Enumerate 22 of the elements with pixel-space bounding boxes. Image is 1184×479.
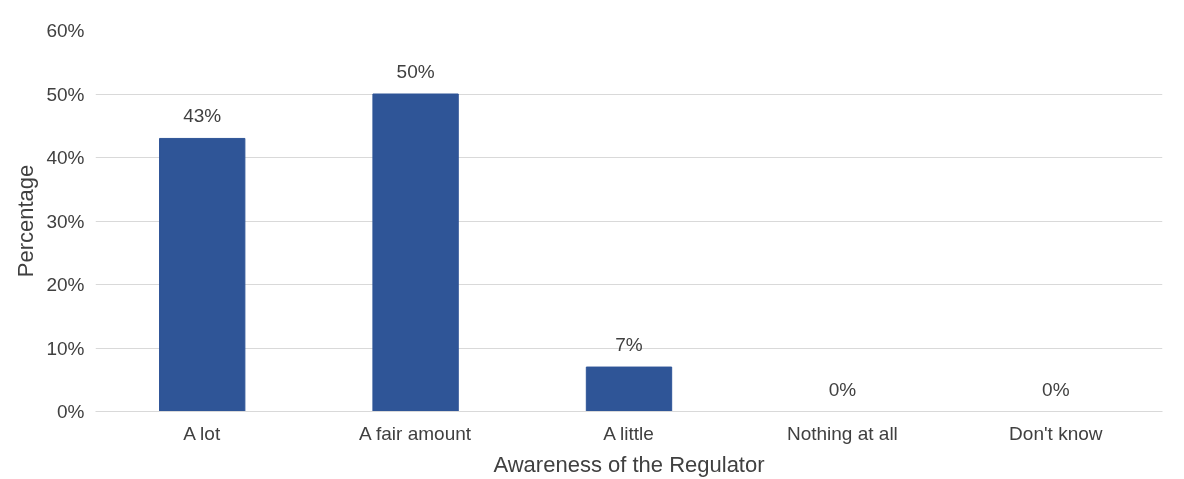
y-tick-label: 50%	[46, 83, 85, 105]
x-tick-label: A little	[603, 422, 654, 444]
y-tick-label: 0%	[57, 401, 85, 422]
bar	[372, 93, 459, 412]
x-tick-label: A lot	[183, 422, 221, 444]
data-label: 0%	[1042, 378, 1070, 400]
y-tick-label: 60%	[46, 20, 85, 41]
y-tick-label: 40%	[46, 147, 85, 168]
y-axis-title: Percentage	[13, 164, 39, 278]
y-tick-label: 10%	[46, 337, 85, 359]
data-label: 50%	[396, 61, 435, 82]
y-tick-label: 30%	[46, 210, 85, 232]
bar	[585, 366, 673, 412]
y-tick-label: 20%	[46, 274, 85, 295]
x-tick-label: A fair amount	[359, 422, 472, 444]
x-axis-title: Awareness of the Regulator	[493, 451, 765, 477]
x-tick-label: Don't know	[1009, 422, 1103, 444]
x-tick-label: Nothing at all	[786, 422, 898, 444]
data-label: 0%	[828, 378, 857, 400]
bar	[159, 137, 246, 412]
data-label: 43%	[183, 105, 222, 127]
data-label: 7%	[615, 334, 643, 356]
